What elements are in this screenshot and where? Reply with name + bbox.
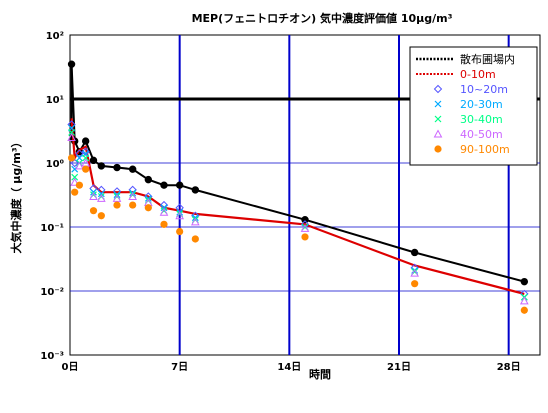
data-point (520, 306, 528, 314)
data-point (519, 296, 529, 305)
x-tick-label: 21日 (387, 361, 411, 373)
data-point (89, 191, 98, 200)
y-tick-label: 10⁻² (40, 287, 64, 298)
data-point (70, 158, 79, 168)
data-point (434, 145, 442, 153)
x-tick-label: 7日 (171, 361, 188, 373)
data-point (433, 129, 443, 138)
data-point (191, 235, 199, 243)
data-point (410, 248, 419, 257)
data-point (411, 280, 419, 288)
legend-label: 散布圃場内 (460, 52, 515, 66)
legend-box (409, 46, 538, 166)
data-point (71, 188, 79, 196)
y-axis-ticks: 10⁻³ 10⁻² 10⁻¹ 10⁰ 10¹ 10² (40, 31, 64, 362)
data-point (191, 186, 200, 194)
data-point (81, 137, 90, 145)
data-point (97, 162, 106, 170)
y-tick-label: 10⁰ (46, 159, 64, 170)
legend-label: 30-40m (460, 113, 503, 126)
data-point (128, 191, 138, 200)
legend-label: 90-100m (460, 143, 510, 156)
data-point (82, 154, 90, 162)
data-point (176, 227, 184, 236)
legend-label: 20-30m (460, 98, 503, 111)
series-6 (67, 154, 528, 314)
x-axis-label: 時間 (309, 367, 331, 381)
data-point (128, 165, 137, 173)
y-tick-label: 10² (46, 31, 64, 42)
y-axis-label: 大気中濃度（ μg/m³） (9, 136, 23, 253)
series-layer (67, 60, 529, 314)
data-point (70, 177, 80, 186)
data-point (159, 207, 169, 216)
data-point (97, 212, 105, 220)
data-point (434, 115, 442, 123)
data-point (144, 175, 153, 184)
data-point (160, 220, 168, 228)
data-point (67, 60, 76, 68)
data-point (113, 201, 121, 209)
data-point (144, 204, 152, 212)
data-point (71, 173, 79, 181)
data-point (68, 129, 75, 136)
legend-label: 10~20m (460, 83, 508, 96)
series-5 (67, 132, 529, 305)
data-point (300, 223, 310, 232)
legend-label: 0-10m (460, 68, 496, 81)
x-tick-label: 0日 (62, 361, 79, 373)
data-point (301, 233, 309, 241)
data-point (89, 156, 98, 165)
data-point (67, 154, 76, 162)
data-point (89, 207, 98, 215)
data-point (67, 132, 76, 142)
data-point (300, 220, 310, 229)
data-point (96, 193, 106, 202)
data-point (520, 277, 529, 286)
y-tick-label: 10¹ (46, 95, 64, 106)
data-point (175, 211, 185, 220)
y-tick-label: 10⁻³ (40, 351, 64, 362)
data-point (433, 84, 443, 94)
data-point (97, 190, 105, 198)
data-point (75, 154, 83, 162)
x-axis-ticks: 0日 7日 14日 21日 28日 (62, 361, 521, 373)
data-point (75, 181, 83, 189)
data-point (175, 181, 184, 189)
legend: 散布圃場内 0-10m 10~20m 20-30m 30-40m 40-50m 90-100… (409, 46, 538, 166)
data-point (112, 193, 122, 202)
data-point (190, 217, 200, 226)
data-point (113, 163, 121, 172)
data-point (129, 201, 137, 209)
x-tick-label: 28日 (497, 361, 521, 373)
data-point (82, 165, 90, 173)
data-point (75, 161, 84, 170)
chart-title: MEP(フェニトロチオン) 気中濃度評価値 10μg/m³ (192, 11, 453, 25)
data-point (160, 181, 168, 189)
y-tick-label: 10⁻¹ (40, 223, 64, 234)
data-point (434, 100, 442, 108)
legend-label: 40-50m (460, 128, 503, 141)
data-point (410, 268, 420, 277)
x-tick-label: 14日 (277, 361, 301, 373)
data-point (301, 216, 309, 224)
